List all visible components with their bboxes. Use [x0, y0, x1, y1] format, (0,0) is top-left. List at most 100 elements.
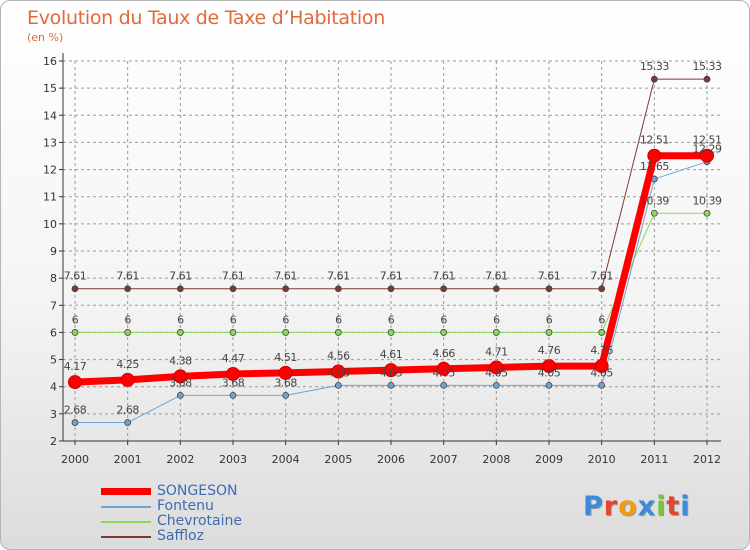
data-point-songeson — [436, 361, 451, 376]
logo-letter: P — [583, 491, 604, 522]
data-label-fontenu: 4.05 — [327, 366, 350, 379]
data-label-chevrotaine: 6 — [282, 313, 289, 326]
y-tick-label: 14 — [43, 109, 57, 122]
data-label-saffloz: 7.61 — [169, 270, 192, 283]
data-label-chevrotaine: 6 — [546, 313, 553, 326]
data-label-chevrotaine: 10.39 — [640, 194, 669, 207]
y-tick-label: 3 — [50, 408, 57, 421]
data-point-songeson — [68, 375, 82, 390]
logo-letter: i — [656, 491, 667, 522]
data-point-songeson — [331, 364, 346, 379]
data-point-fontenu — [124, 419, 132, 426]
logo-letter: r — [603, 491, 619, 522]
data-point-songeson — [173, 369, 188, 384]
data-point-chevrotaine — [440, 329, 448, 336]
data-label-songeson: 4.71 — [485, 345, 508, 358]
data-label-saffloz: 15.33 — [693, 60, 722, 73]
data-label-fontenu: 3.68 — [222, 376, 245, 389]
legend-label-chevrotaine: Chevrotaine — [157, 513, 243, 529]
data-point-songeson — [120, 372, 135, 387]
data-point-saffloz — [124, 285, 132, 293]
x-tick-label: 2009 — [535, 453, 563, 466]
x-tick-label: 2000 — [61, 453, 89, 466]
data-label-songeson: 4.51 — [274, 351, 297, 364]
data-point-chevrotaine — [229, 329, 237, 336]
data-label-chevrotaine: 6 — [124, 313, 131, 326]
data-label-saffloz: 7.61 — [64, 270, 87, 283]
data-label-saffloz: 7.61 — [380, 270, 403, 283]
logo-letter: i — [680, 491, 691, 522]
data-point-chevrotaine — [124, 329, 132, 336]
data-point-songeson — [384, 363, 398, 378]
y-tick-label: 8 — [50, 272, 57, 285]
data-point-songeson — [647, 148, 662, 163]
y-tick-label: 16 — [43, 55, 57, 68]
data-point-songeson — [542, 359, 556, 374]
data-label-saffloz: 7.61 — [538, 270, 561, 283]
chart-subtitle: (en %) — [27, 31, 64, 44]
data-point-fontenu — [229, 391, 237, 399]
y-tick-label: 10 — [43, 218, 57, 231]
data-label-saffloz: 7.61 — [432, 270, 455, 283]
data-point-fontenu — [545, 381, 553, 389]
data-label-chevrotaine: 6 — [72, 313, 79, 326]
data-point-fontenu — [598, 381, 606, 389]
x-tick-label: 2002 — [166, 453, 194, 466]
x-tick-label: 2006 — [377, 453, 405, 466]
data-point-saffloz — [387, 285, 395, 293]
data-label-songeson: 4.76 — [538, 344, 561, 357]
data-label-fontenu: 12.29 — [693, 143, 722, 156]
y-tick-label: 4 — [50, 381, 57, 394]
x-tick-label: 2007 — [430, 453, 458, 466]
logo-letter: x — [637, 491, 657, 522]
x-tick-label: 2004 — [272, 453, 300, 466]
data-label-songeson: 4.76 — [590, 344, 613, 357]
data-point-saffloz — [545, 285, 553, 293]
logo-letter: o — [618, 491, 638, 522]
data-point-fontenu — [71, 419, 79, 426]
data-point-saffloz — [71, 285, 79, 293]
data-point-songeson — [489, 360, 504, 375]
data-label-saffloz: 15.33 — [640, 60, 669, 73]
logo-letter: t — [666, 491, 681, 522]
data-point-fontenu — [440, 381, 448, 389]
data-point-saffloz — [334, 285, 342, 293]
data-label-fontenu: 4.05 — [432, 366, 455, 379]
x-tick-label: 2001 — [114, 453, 142, 466]
data-point-fontenu — [176, 391, 184, 399]
data-label-chevrotaine: 6 — [598, 313, 605, 326]
data-label-songeson: 12.51 — [693, 134, 722, 147]
data-point-fontenu — [282, 391, 290, 399]
data-point-saffloz — [650, 75, 658, 83]
x-tick-label: 2010 — [588, 453, 616, 466]
legend-swatch-songeson — [101, 488, 151, 495]
y-tick-label: 7 — [50, 299, 57, 312]
x-tick-label: 2008 — [482, 453, 510, 466]
data-point-fontenu — [334, 381, 342, 389]
legend-label-fontenu: Fontenu — [157, 498, 214, 514]
x-tick-label: 2011 — [640, 453, 668, 466]
proxiti-logo: Proxiti — [583, 491, 691, 522]
y-tick-label: 2 — [50, 435, 57, 448]
data-label-saffloz: 7.61 — [116, 270, 139, 283]
legend-swatch-chevrotaine — [101, 521, 151, 523]
data-label-chevrotaine: 6 — [493, 313, 500, 326]
legend-label-songeson: SONGESON — [157, 483, 238, 499]
data-label-songeson: 12.51 — [640, 134, 669, 147]
data-label-chevrotaine: 6 — [335, 313, 342, 326]
data-point-chevrotaine — [71, 329, 79, 336]
data-point-saffloz — [440, 285, 448, 293]
y-tick-label: 11 — [43, 191, 57, 204]
data-point-songeson — [700, 148, 714, 163]
data-point-chevrotaine — [492, 329, 500, 336]
data-point-chevrotaine — [387, 329, 395, 336]
data-label-fontenu: 3.68 — [169, 376, 192, 389]
data-label-saffloz: 7.61 — [222, 270, 245, 283]
y-tick-label: 6 — [50, 326, 57, 339]
data-label-fontenu: 4.05 — [590, 366, 613, 379]
data-label-fontenu: 4.05 — [380, 366, 403, 379]
data-point-saffloz — [176, 285, 184, 293]
data-label-fontenu: 4.05 — [485, 366, 508, 379]
